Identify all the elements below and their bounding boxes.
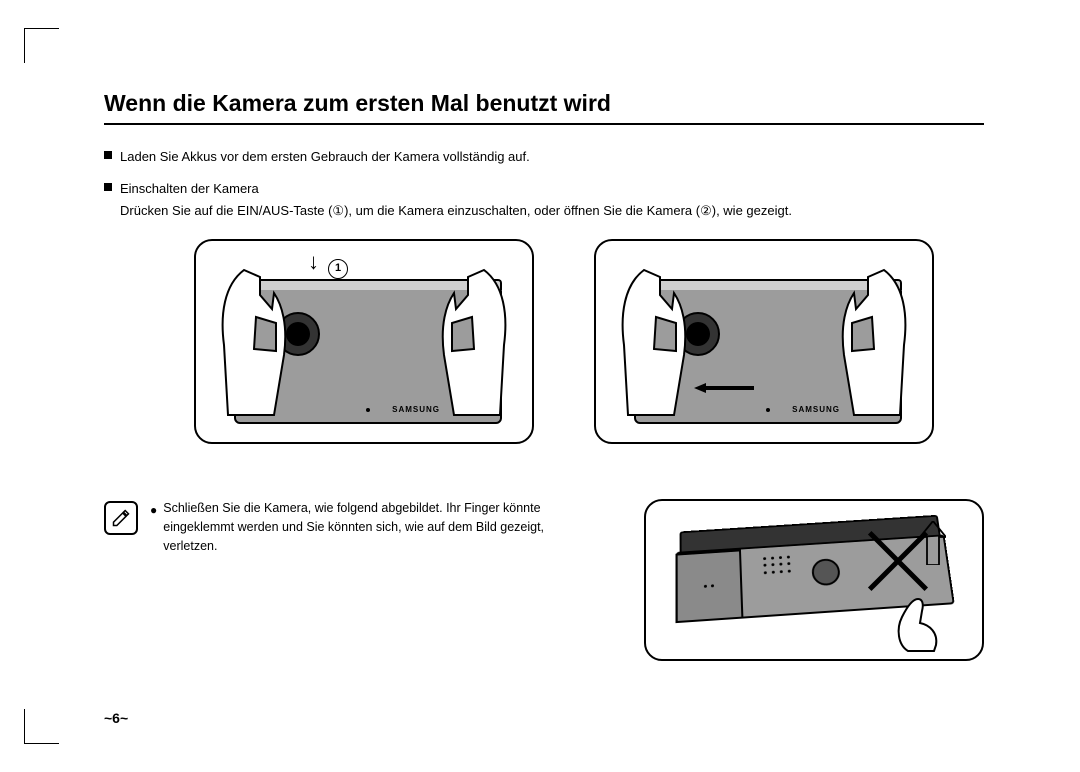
hand-right-icon — [819, 265, 914, 420]
square-bullet-icon — [104, 151, 112, 159]
bullet-power: Einschalten der Kamera — [104, 179, 984, 199]
square-bullet-icon — [104, 183, 112, 191]
crop-mark-bottom-left — [24, 709, 59, 744]
figure-caution-wrap — [644, 499, 984, 661]
camera-side-panel — [676, 550, 744, 624]
page: Wenn die Kamera zum ersten Mal benutzt w… — [0, 0, 1080, 772]
crop-mark-top-left — [24, 28, 59, 63]
thumb-icon — [890, 593, 942, 653]
hand-left-icon — [614, 265, 709, 420]
step-number-1: 1 — [328, 259, 348, 279]
figures-row: ↓ 1 SAMSUNG 2 — [194, 239, 984, 444]
cross-prohibit-icon — [858, 521, 938, 601]
note-box: ● Schließen Sie die Kamera, wie folgend … — [104, 499, 592, 555]
page-title: Wenn die Kamera zum ersten Mal benutzt w… — [104, 90, 984, 125]
bullet-charge: Laden Sie Akkus vor dem ersten Gebrauch … — [104, 147, 984, 167]
page-number: ~6~ — [104, 710, 128, 726]
hand-right-icon — [419, 265, 514, 420]
camera-grip-dots — [763, 556, 794, 577]
note-text: Schließen Sie die Kamera, wie folgend ab… — [163, 499, 592, 555]
body-text: Laden Sie Akkus vor dem ersten Gebrauch … — [104, 147, 984, 221]
note-row: ● Schließen Sie die Kamera, wie folgend … — [104, 499, 984, 661]
hand-left-icon — [214, 265, 309, 420]
charge-text: Laden Sie Akkus vor dem ersten Gebrauch … — [120, 147, 984, 167]
figure-step-2: 2 SAMSUNG — [594, 239, 934, 444]
note-pencil-icon — [104, 501, 138, 535]
content-area: Wenn die Kamera zum ersten Mal benutzt w… — [104, 90, 984, 661]
down-arrow-icon: ↓ — [308, 249, 319, 275]
figure-caution — [644, 499, 984, 661]
power-body: Drücken Sie auf die EIN/AUS-Taste (①), u… — [120, 201, 984, 221]
power-heading: Einschalten der Kamera — [120, 179, 984, 199]
dot-bullet-icon: ● — [150, 501, 157, 555]
figure-step-1: ↓ 1 SAMSUNG — [194, 239, 534, 444]
note-text-wrap: ● Schließen Sie die Kamera, wie folgend … — [150, 499, 592, 555]
